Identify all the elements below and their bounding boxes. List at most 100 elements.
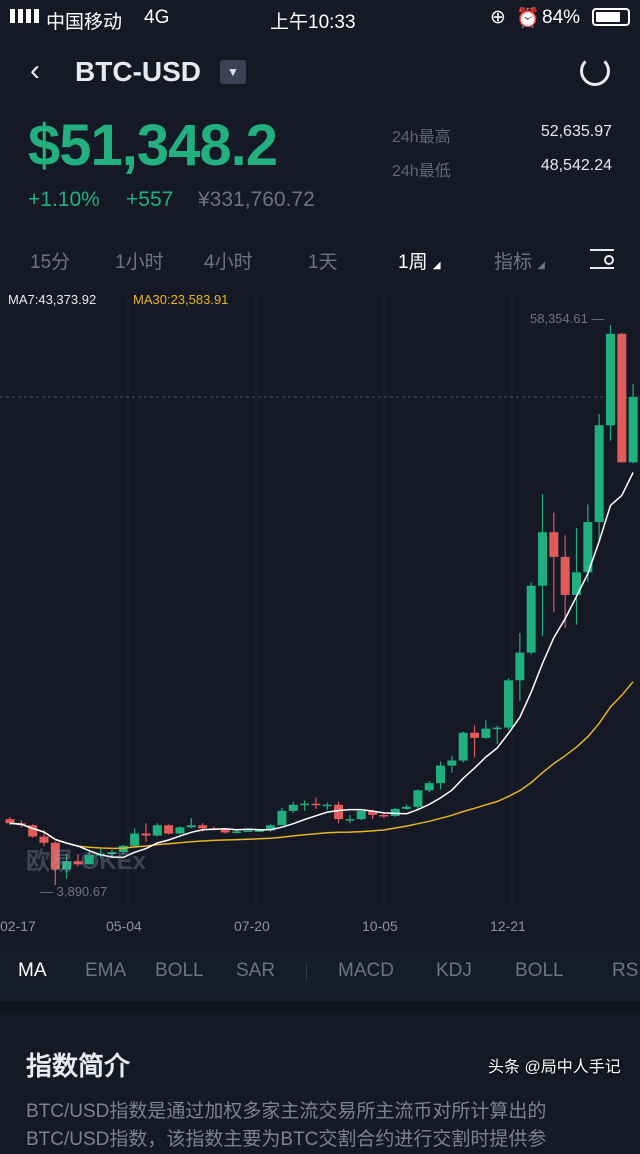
cny-price: ¥331,760.72	[198, 188, 315, 211]
candle-body	[243, 830, 253, 832]
ma7-line	[9, 472, 634, 859]
candle-body	[277, 810, 287, 826]
signal-icon	[10, 9, 40, 23]
last-price: $51,348.2	[28, 113, 278, 178]
intro-title: 指数简介	[26, 1051, 131, 1081]
tab-indicators[interactable]: 指标 ◢	[494, 252, 545, 273]
candle-body	[28, 825, 38, 837]
candle-body	[447, 760, 457, 766]
x-tick: 07-20	[234, 918, 270, 934]
indicator-ma[interactable]: MA	[18, 960, 47, 981]
battery-icon	[592, 8, 630, 26]
candle-body	[311, 803, 321, 806]
candle-body	[345, 819, 355, 821]
page-title: BTC-USD	[75, 56, 201, 87]
candle-body	[288, 804, 298, 811]
candle-body	[62, 861, 72, 870]
min-price-value: 3,890.67	[56, 884, 108, 899]
rotation-lock-icon: ⊕	[490, 7, 506, 28]
indicator-ema[interactable]: EMA	[85, 960, 127, 981]
candle-body	[368, 810, 378, 815]
indicator-boll-sub[interactable]: BOLL	[515, 960, 564, 981]
status-bar: 中国移动 4G 上午10:33 ⊕ ⏰ 84%	[0, 0, 640, 36]
change-amount: +557	[126, 188, 174, 211]
candle-body	[84, 855, 94, 865]
candle-body	[232, 831, 242, 833]
candle-body	[526, 585, 536, 653]
pair-dropdown-button[interactable]: ▼	[220, 60, 246, 84]
max-price-label: 58,354.61 —	[530, 311, 605, 326]
candle-body	[379, 814, 389, 817]
x-tick: 12-21	[490, 918, 526, 934]
candle-body	[39, 836, 49, 843]
candle-body	[73, 861, 83, 865]
tab-1w-label: 1周	[398, 252, 428, 273]
candle-body	[583, 521, 593, 573]
battery-percent: 84%	[542, 7, 581, 28]
ma30-line	[9, 681, 634, 850]
candle-body	[605, 333, 615, 426]
indicator-macd[interactable]: MACD	[338, 960, 394, 981]
candle-body	[198, 825, 208, 829]
tab-15m[interactable]: 15分	[30, 252, 71, 273]
chart-settings-icon[interactable]	[590, 249, 614, 269]
candle-body	[458, 732, 468, 761]
carrier: 中国移动	[46, 12, 123, 33]
candle-body	[322, 804, 332, 807]
candlestick-chart[interactable]	[0, 290, 640, 940]
candle-body	[266, 825, 276, 831]
candle-body	[175, 827, 185, 834]
max-price-value: 58,354.61	[530, 311, 588, 326]
indicator-sar[interactable]: SAR	[236, 960, 276, 981]
candle-body	[402, 806, 412, 809]
indicator-bar	[0, 945, 640, 1001]
candle-body	[549, 532, 559, 557]
back-icon[interactable]: ‹	[30, 54, 40, 87]
candle-body	[424, 783, 434, 791]
tab-1w[interactable]: 1周 ◢	[398, 252, 441, 273]
candle-body	[390, 808, 400, 817]
header: ‹ BTC-USD ▼	[0, 50, 640, 98]
candle-body	[538, 532, 548, 586]
ma7-label: MA7:43,373.92	[8, 292, 97, 307]
candle-body	[617, 333, 627, 463]
divider	[306, 962, 307, 982]
candle-body	[356, 810, 366, 820]
candle-body	[413, 790, 423, 807]
alarm-icon: ⏰	[516, 8, 540, 29]
candle-body	[50, 842, 60, 870]
high-label: 24h最高	[392, 129, 451, 146]
tab-4h[interactable]: 4小时	[204, 252, 253, 273]
candle-body	[141, 833, 151, 836]
candle-body	[560, 556, 570, 595]
candle-body	[5, 819, 15, 824]
intro-text: BTC/USD指数是通过加权多家主流交易所主流币对所计算出的BTC/USD指数，…	[26, 1101, 547, 1150]
indicator-rsi[interactable]: RSI	[612, 960, 640, 981]
candle-body	[515, 652, 525, 681]
candle-body	[254, 830, 264, 832]
candle-body	[107, 852, 117, 855]
candle-body	[470, 732, 480, 738]
ma30-label: MA30:23,583.91	[133, 292, 229, 307]
section-separator	[0, 1001, 640, 1015]
candle-body	[130, 833, 140, 846]
candle-body	[164, 825, 174, 834]
indicator-boll[interactable]: BOLL	[155, 960, 204, 981]
high-value: 52,635.97	[540, 123, 612, 140]
low-value: 48,542.24	[540, 157, 612, 174]
min-price-label: — 3,890.67	[40, 884, 108, 899]
x-tick: 02-17	[0, 918, 36, 934]
candle-body	[220, 829, 230, 833]
tab-1h[interactable]: 1小时	[115, 252, 164, 273]
candle-body	[504, 680, 514, 728]
indicator-kdj[interactable]: KDJ	[436, 960, 472, 981]
refresh-icon[interactable]	[580, 56, 610, 86]
candle-body	[152, 825, 162, 836]
change-percent: +1.10%	[28, 188, 100, 211]
candle-body	[594, 425, 604, 522]
tab-indicators-label: 指标	[494, 252, 533, 273]
tab-1d[interactable]: 1天	[308, 252, 338, 273]
candle-body	[334, 804, 344, 820]
network: 4G	[144, 7, 170, 28]
clock: 上午10:33	[270, 12, 356, 33]
